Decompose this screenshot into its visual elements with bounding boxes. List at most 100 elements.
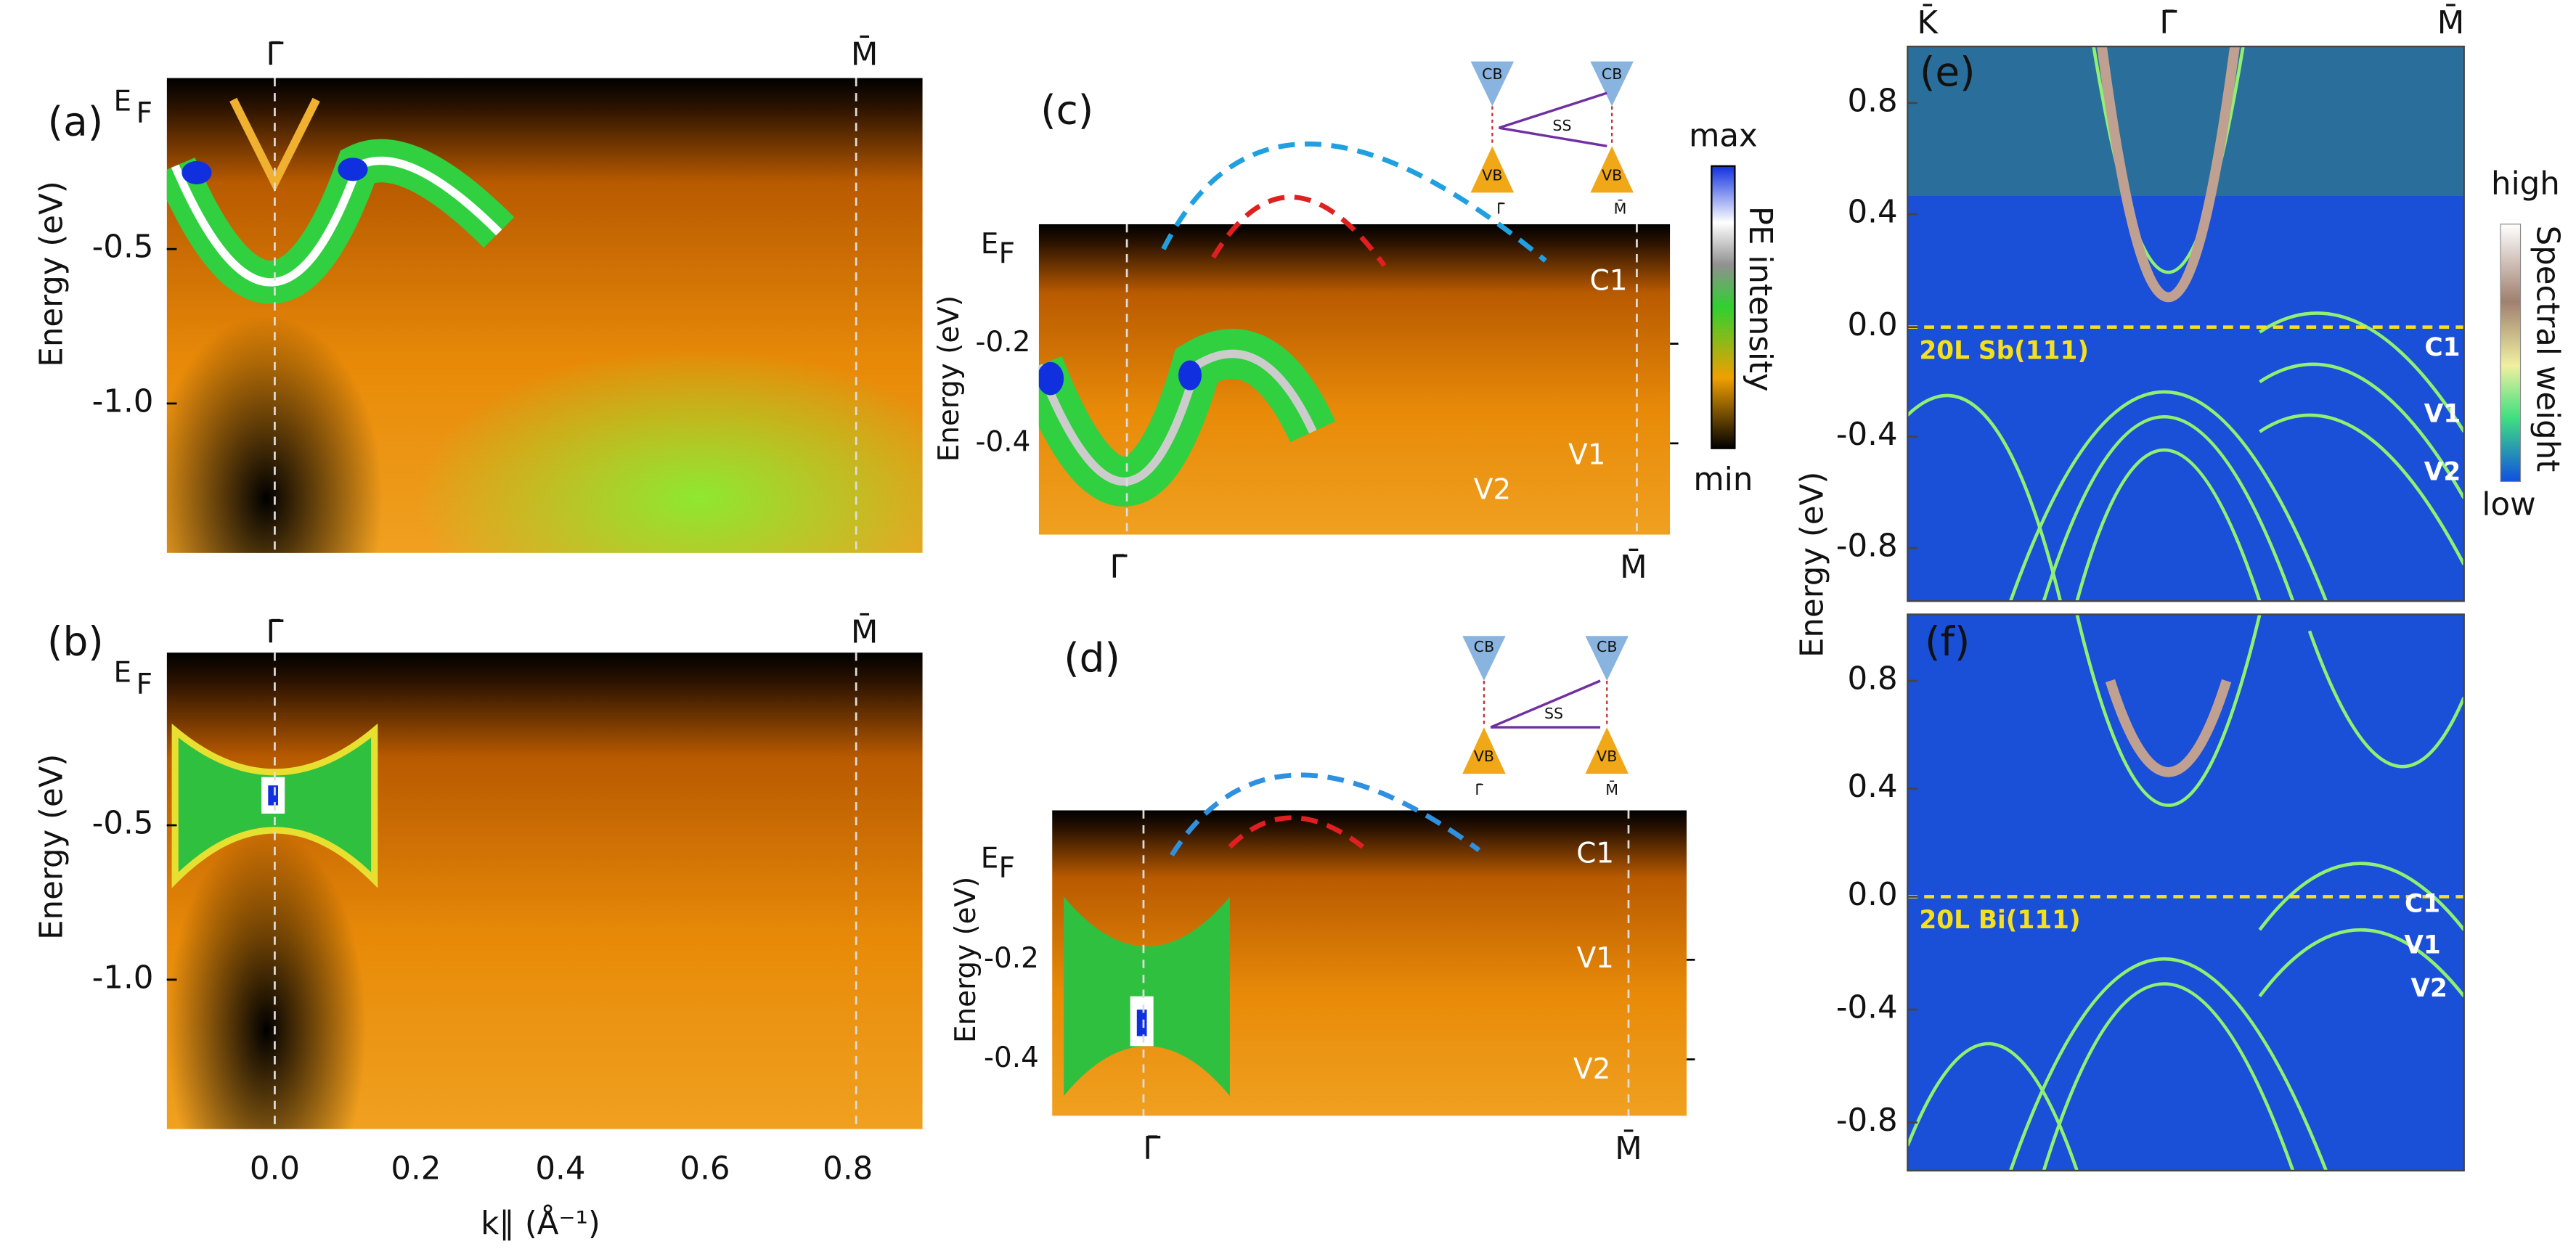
panel-label: (f) bbox=[1925, 618, 1970, 665]
band-label: V1 bbox=[1577, 942, 1614, 975]
ef-label: F bbox=[999, 851, 1015, 884]
band-label: V2 bbox=[1474, 474, 1511, 507]
inset-label: Γ̄ bbox=[1475, 781, 1483, 798]
k-point: Γ̄ bbox=[266, 614, 283, 650]
y-tick-label: 0.4 bbox=[1848, 769, 1898, 805]
colorbar-title: PE intensity bbox=[1742, 206, 1778, 392]
arpes-map-c bbox=[1038, 224, 1671, 535]
inset-label: SS bbox=[1552, 117, 1571, 134]
k-point: Γ̄ bbox=[266, 36, 283, 73]
inset-label: CB bbox=[1597, 638, 1618, 655]
y-axis-label: Energy (eV) bbox=[1795, 472, 1831, 658]
y-tick-label: -0.2 bbox=[976, 326, 1031, 359]
y-axis-label: Energy (eV) bbox=[950, 877, 982, 1043]
y-tick-label: -0.4 bbox=[976, 425, 1031, 458]
x-tick-label: 0.2 bbox=[391, 1150, 441, 1187]
inset-label: VB bbox=[1602, 167, 1622, 184]
y-tick-label: -1.0 bbox=[92, 960, 154, 996]
colorbar-label: min bbox=[1693, 462, 1753, 498]
arpes-map-a bbox=[166, 78, 923, 553]
ef-label: E bbox=[114, 85, 132, 118]
inset-label: CB bbox=[1482, 65, 1503, 83]
inset-label: CB bbox=[1602, 65, 1623, 83]
x-tick-label: 0.0 bbox=[250, 1150, 300, 1187]
k-point: M̄ bbox=[1615, 1129, 1642, 1167]
k-point: M̄ bbox=[851, 35, 879, 73]
ss-curve bbox=[1211, 195, 1387, 268]
film-label: 20L Sb(111) bbox=[1919, 337, 2089, 366]
inset-label: CB bbox=[1474, 638, 1495, 655]
band-label: V1 bbox=[1568, 439, 1605, 472]
k-point: Γ̄ bbox=[1110, 549, 1128, 586]
colorbar-label: low bbox=[2482, 486, 2535, 523]
band-label: V2 bbox=[1573, 1053, 1610, 1086]
ef-label: F bbox=[999, 237, 1015, 270]
y-axis-label: Energy (eV) bbox=[933, 295, 966, 462]
y-tick-label: 0.8 bbox=[1848, 660, 1898, 697]
y-tick-label: -0.4 bbox=[1836, 989, 1898, 1026]
colorbar-spectral bbox=[2500, 224, 2522, 483]
colorbar-label: high bbox=[2491, 166, 2560, 202]
ss-curve bbox=[1161, 141, 1547, 263]
panel-label: (d) bbox=[1064, 635, 1120, 682]
band-label: V1 bbox=[2424, 399, 2461, 428]
ef-label: F bbox=[136, 668, 152, 700]
inset-label: M̄ bbox=[1605, 780, 1618, 798]
k-point: M̄ bbox=[2437, 4, 2465, 41]
inset-label: M̄ bbox=[1614, 200, 1627, 218]
x-axis-label: k∥ (Å⁻¹) bbox=[481, 1205, 600, 1242]
spectral-map-e bbox=[1907, 46, 2464, 602]
k-point: M̄ bbox=[851, 613, 879, 651]
panel-label: (a) bbox=[48, 99, 103, 145]
band-label: C1 bbox=[1590, 264, 1628, 297]
y-tick-label: -1.0 bbox=[92, 383, 154, 420]
band-label: C1 bbox=[2405, 889, 2440, 918]
colorbar-title: Spectral weight bbox=[2529, 226, 2565, 472]
k-point: M̄ bbox=[1620, 548, 1647, 586]
colorbar-label: max bbox=[1689, 118, 1758, 154]
y-tick-label: -0.2 bbox=[984, 942, 1039, 975]
x-tick-label: 0.8 bbox=[823, 1150, 873, 1187]
ef-label: E bbox=[981, 843, 999, 875]
ef-label: E bbox=[981, 228, 999, 261]
inset-label: Γ̄ bbox=[1496, 200, 1505, 217]
y-tick-label: -0.5 bbox=[92, 806, 154, 842]
band-label: V2 bbox=[2424, 458, 2461, 487]
y-tick-label: -0.5 bbox=[92, 229, 154, 266]
x-tick-label: 0.4 bbox=[535, 1150, 585, 1187]
k-point: Γ̄ bbox=[1143, 1131, 1160, 1167]
frames bbox=[1907, 45, 2465, 1172]
panel-label: (b) bbox=[47, 618, 104, 665]
panel-label: (c) bbox=[1040, 87, 1093, 134]
y-axis-label: Energy (eV) bbox=[34, 754, 70, 940]
inset-d bbox=[1462, 636, 1629, 774]
spectral-map-f bbox=[1907, 614, 2464, 1171]
ef-label: E bbox=[114, 656, 132, 689]
inset-label: VB bbox=[1474, 748, 1494, 765]
band-label: V1 bbox=[2404, 931, 2440, 960]
k-point: K̄ bbox=[1917, 4, 1939, 41]
y-tick-label: -0.4 bbox=[1836, 417, 1898, 453]
y-tick-label: -0.8 bbox=[1836, 1102, 1898, 1139]
x-tick-label: 0.6 bbox=[680, 1150, 730, 1187]
inset-label: SS bbox=[1544, 705, 1563, 722]
y-tick-label: 0.0 bbox=[1848, 877, 1898, 913]
inset-c bbox=[1470, 61, 1634, 193]
band-label: C1 bbox=[1576, 838, 1614, 870]
film-label: 20L Bi(111) bbox=[1919, 906, 2080, 935]
y-axis-label: Energy (eV) bbox=[34, 181, 70, 367]
y-tick-label: -0.4 bbox=[984, 1042, 1039, 1074]
y-tick-label: 0.4 bbox=[1848, 195, 1898, 231]
panel-label: (e) bbox=[1920, 49, 1976, 95]
band-label: V2 bbox=[2411, 974, 2447, 1003]
colorbar-pe bbox=[1711, 165, 1736, 449]
k-point: Γ̄ bbox=[2159, 5, 2177, 41]
inset-label: VB bbox=[1482, 167, 1502, 184]
ef-label: F bbox=[136, 97, 152, 129]
arpes-map-d bbox=[1052, 810, 1687, 1116]
y-tick-label: -0.8 bbox=[1836, 528, 1898, 564]
inset-label: VB bbox=[1597, 748, 1617, 765]
arpes-map-b bbox=[166, 652, 923, 1129]
